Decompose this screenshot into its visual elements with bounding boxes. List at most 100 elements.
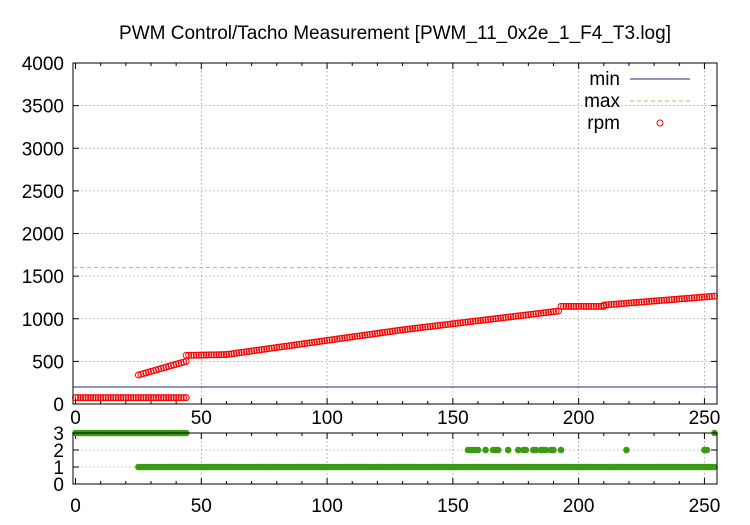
data-point	[459, 319, 467, 327]
data-point	[290, 341, 298, 349]
data-point	[165, 394, 173, 402]
data-point	[617, 300, 625, 308]
data-point	[409, 325, 417, 333]
data-point	[441, 321, 449, 329]
data-point	[321, 337, 329, 345]
data-point	[99, 394, 107, 402]
legend-label-rpm: rpm	[587, 113, 620, 134]
data-point	[263, 345, 271, 353]
data-point	[233, 349, 241, 357]
data-point	[195, 351, 203, 359]
data-point	[258, 346, 266, 354]
data-point	[313, 338, 321, 346]
data-point	[97, 394, 105, 402]
data-point	[117, 394, 125, 402]
data-point	[670, 295, 678, 303]
data-point	[482, 446, 489, 454]
data-point	[620, 299, 628, 307]
data-point	[265, 345, 273, 353]
y-tick-label: 2	[53, 441, 64, 462]
data-point	[361, 331, 369, 339]
data-point	[338, 334, 346, 342]
data-point	[451, 319, 459, 327]
data-point	[529, 310, 537, 318]
data-point	[82, 394, 90, 402]
data-point	[411, 324, 419, 332]
data-point	[454, 319, 462, 327]
data-point	[522, 446, 530, 454]
x-tick-label: 0	[70, 496, 81, 517]
data-point	[260, 345, 268, 353]
y-tick-label: 0	[53, 395, 64, 416]
data-point	[273, 343, 281, 351]
data-point	[235, 349, 243, 357]
data-point	[484, 316, 492, 324]
data-point	[328, 336, 336, 344]
data-point	[331, 335, 339, 343]
data-point	[703, 446, 711, 454]
data-point	[461, 318, 469, 326]
data-point	[532, 310, 540, 318]
data-point	[638, 298, 646, 306]
data-point	[182, 351, 190, 359]
data-point	[623, 446, 630, 454]
data-point	[366, 330, 374, 338]
chart-title: PWM Control/Tacho Measurement [PWM_11_0x…	[119, 23, 671, 44]
data-point	[507, 313, 515, 321]
data-point	[534, 309, 542, 317]
data-point	[625, 299, 633, 307]
data-point	[708, 292, 716, 300]
data-point	[519, 311, 527, 319]
data-point	[210, 351, 218, 359]
data-point	[84, 394, 92, 402]
data-point	[109, 394, 117, 402]
data-point	[248, 347, 256, 355]
data-point	[509, 313, 517, 321]
data-point	[386, 328, 394, 336]
data-point	[645, 297, 653, 305]
data-point	[658, 296, 666, 304]
data-point	[368, 330, 376, 338]
data-point	[643, 298, 651, 306]
data-point	[192, 351, 200, 359]
data-point	[89, 394, 97, 402]
rpm-plot: 0 50 100 150 200 2500500100015002000250030003…	[22, 54, 721, 429]
data-point	[517, 312, 525, 320]
data-point	[492, 315, 500, 323]
data-point	[92, 394, 100, 402]
data-point	[157, 394, 165, 402]
data-point	[567, 302, 575, 310]
data-point	[698, 293, 706, 301]
data-point	[212, 351, 220, 359]
data-point	[200, 351, 208, 359]
data-point	[665, 296, 673, 304]
data-point	[175, 394, 183, 402]
data-point	[162, 394, 170, 402]
data-point	[285, 342, 293, 350]
data-point	[537, 309, 545, 317]
data-point	[499, 314, 507, 322]
data-point	[622, 299, 630, 307]
data-point	[311, 338, 318, 346]
data-point	[300, 340, 308, 348]
data-point	[288, 341, 296, 349]
data-point	[673, 295, 681, 303]
data-point	[431, 322, 439, 330]
y-tick-label: 1000	[22, 310, 64, 331]
data-point	[293, 341, 301, 349]
data-point	[640, 298, 648, 306]
data-point	[298, 340, 306, 348]
data-point	[137, 394, 145, 402]
x-tick-label: 50	[191, 496, 212, 517]
data-point	[424, 323, 432, 331]
data-point	[170, 394, 178, 402]
data-point	[104, 394, 112, 402]
data-point	[74, 394, 82, 402]
data-point	[373, 329, 381, 337]
data-point	[230, 349, 238, 357]
data-point	[469, 317, 477, 325]
data-point	[685, 294, 693, 302]
data-point	[197, 351, 205, 359]
data-point	[446, 320, 454, 328]
data-point	[552, 307, 560, 315]
